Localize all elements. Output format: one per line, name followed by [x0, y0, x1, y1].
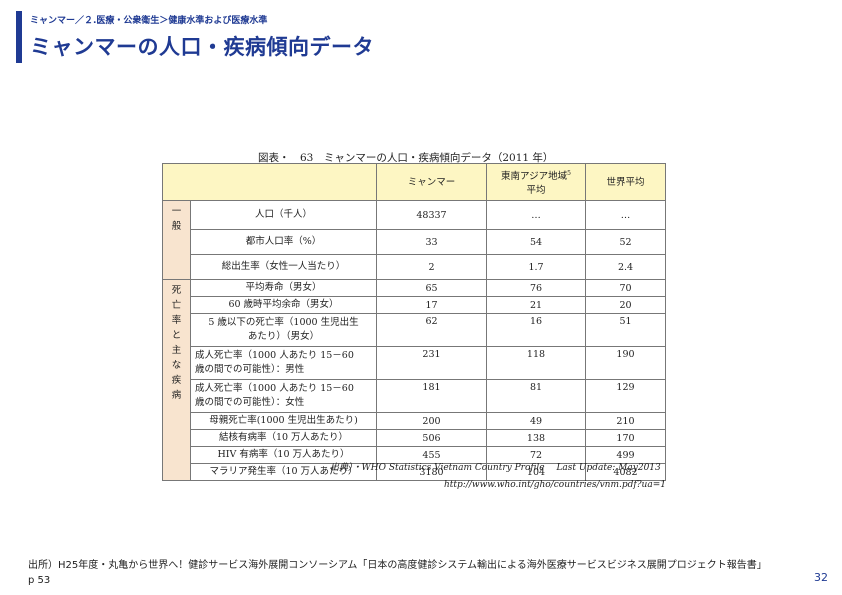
- cell-world: 70: [585, 279, 666, 297]
- table-row: 母親死亡率(1000 生児出生あたり) 200 49 210: [163, 412, 666, 430]
- row-item: 成人死亡率（1000 人あたり 15－60 歳の間での可能性）：女性: [190, 379, 377, 413]
- row-item: 人口（千人）: [190, 200, 377, 230]
- cell-world: 210: [585, 412, 666, 430]
- row-item: マラリア発生率（10 万人あたり）: [190, 463, 377, 481]
- row-item: 成人死亡率（1000 人あたり 15－60 歳の間での可能性）：男性: [190, 346, 377, 380]
- group-label-general: 一 般: [162, 200, 191, 280]
- breadcrumb: ミャンマー／２.医療・公衆衛生＞健康水準および医療水準: [30, 16, 268, 26]
- cell-myanmar: 2: [376, 254, 487, 280]
- col-header-world: 世界平均: [585, 163, 666, 201]
- group-label-mortality: 死 亡 率 と 主 な 疾 病: [162, 279, 191, 481]
- table-row: 都市人口率（%） 33 54 52: [163, 229, 666, 255]
- row-item: 平均寿命（男女）: [190, 279, 377, 297]
- table-header-row: ミャンマー 東南アジア地域5 平均 世界平均: [162, 163, 666, 201]
- cell-sea: 54: [486, 229, 586, 255]
- cell-world: 52: [585, 229, 666, 255]
- table-row: 一 般 人口（千人） 48337 … …: [162, 200, 666, 280]
- cell-sea: 16: [486, 313, 586, 347]
- col-header-sea-footnote: 5: [567, 170, 571, 178]
- cell-myanmar: 506: [376, 429, 487, 447]
- cell-myanmar: 181: [376, 379, 487, 413]
- row-item: 60 歳時平均余命（男女）: [190, 296, 377, 314]
- table-row: マラリア発生率（10 万人あたり） 3180 104 4082: [163, 463, 666, 481]
- cell-world: 129: [585, 379, 666, 413]
- table-row: 60 歳時平均余命（男女） 17 21 20: [163, 296, 666, 314]
- cell-sea: 21: [486, 296, 586, 314]
- row-item: 総出生率（女性一人当たり）: [190, 254, 377, 280]
- cell-world: 190: [585, 346, 666, 380]
- table-row: 成人死亡率（1000 人あたり 15－60 歳の間での可能性）：男性 231 1…: [163, 346, 666, 380]
- cell-myanmar: 231: [376, 346, 487, 380]
- cell-sea: 49: [486, 412, 586, 430]
- cell-world: 51: [585, 313, 666, 347]
- figure-source-url: http://www.who.int/gho/countries/vnm.pdf…: [444, 480, 666, 490]
- cell-sea: 118: [486, 346, 586, 380]
- cell-myanmar: 33: [376, 229, 487, 255]
- row-item: 母親死亡率(1000 生児出生あたり): [190, 412, 377, 430]
- cell-sea: 138: [486, 429, 586, 447]
- cell-myanmar: 200: [376, 412, 487, 430]
- cell-myanmar: 17: [376, 296, 487, 314]
- title-accent-bar: [16, 11, 22, 63]
- footer-source-note: 出所）H25年度・丸亀から世界へ！健診サービス海外展開コンソーシアム「日本の高度…: [28, 560, 767, 586]
- stats-table: ミャンマー 東南アジア地域5 平均 世界平均 一 般 人口（千人） 48337 ……: [162, 163, 666, 481]
- cell-sea: 1.7: [486, 254, 586, 280]
- figure-source: 出典）・WHO Statistics Vietnam Country Profi…: [330, 463, 661, 473]
- page-title: ミャンマーの人口・疾病傾向データ: [30, 35, 374, 59]
- table-row: 死 亡 率 と 主 な 疾 病 平均寿命（男女） 65 76 70: [162, 279, 666, 481]
- cell-sea: …: [486, 200, 586, 230]
- table-row: 5 歳以下の死亡率（1000 生児出生 あたり）（男女） 62 16 51: [163, 313, 666, 347]
- table-row: 総出生率（女性一人当たり） 2 1.7 2.4: [163, 254, 666, 280]
- col-header-sea-sub: 平均: [526, 184, 546, 196]
- table-row: 結核有病率（10 万人あたり） 506 138 170: [163, 429, 666, 447]
- row-item: 5 歳以下の死亡率（1000 生児出生 あたり）（男女）: [190, 313, 377, 347]
- cell-world: 4082: [585, 463, 666, 481]
- col-header-sea-label: 東南アジア地域: [501, 171, 568, 183]
- table-row: 成人死亡率（1000 人あたり 15－60 歳の間での可能性）：女性 181 8…: [163, 379, 666, 413]
- cell-world: 170: [585, 429, 666, 447]
- cell-myanmar: 65: [376, 279, 487, 297]
- header-empty-cell: [162, 163, 377, 201]
- cell-sea: 76: [486, 279, 586, 297]
- col-header-myanmar: ミャンマー: [376, 163, 487, 201]
- cell-sea: 104: [486, 463, 586, 481]
- row-item: 結核有病率（10 万人あたり）: [190, 429, 377, 447]
- cell-world: …: [585, 200, 666, 230]
- cell-myanmar: 48337: [376, 200, 487, 230]
- col-header-sea: 東南アジア地域5 平均: [486, 163, 586, 201]
- cell-world: 20: [585, 296, 666, 314]
- cell-world: 2.4: [585, 254, 666, 280]
- figure-title: 図表・ 63 ミャンマーの人口・疾病傾向データ（2011 年）: [258, 152, 554, 164]
- cell-sea: 81: [486, 379, 586, 413]
- page-number: 32: [814, 571, 828, 584]
- cell-myanmar: 62: [376, 313, 487, 347]
- row-item: 都市人口率（%）: [190, 229, 377, 255]
